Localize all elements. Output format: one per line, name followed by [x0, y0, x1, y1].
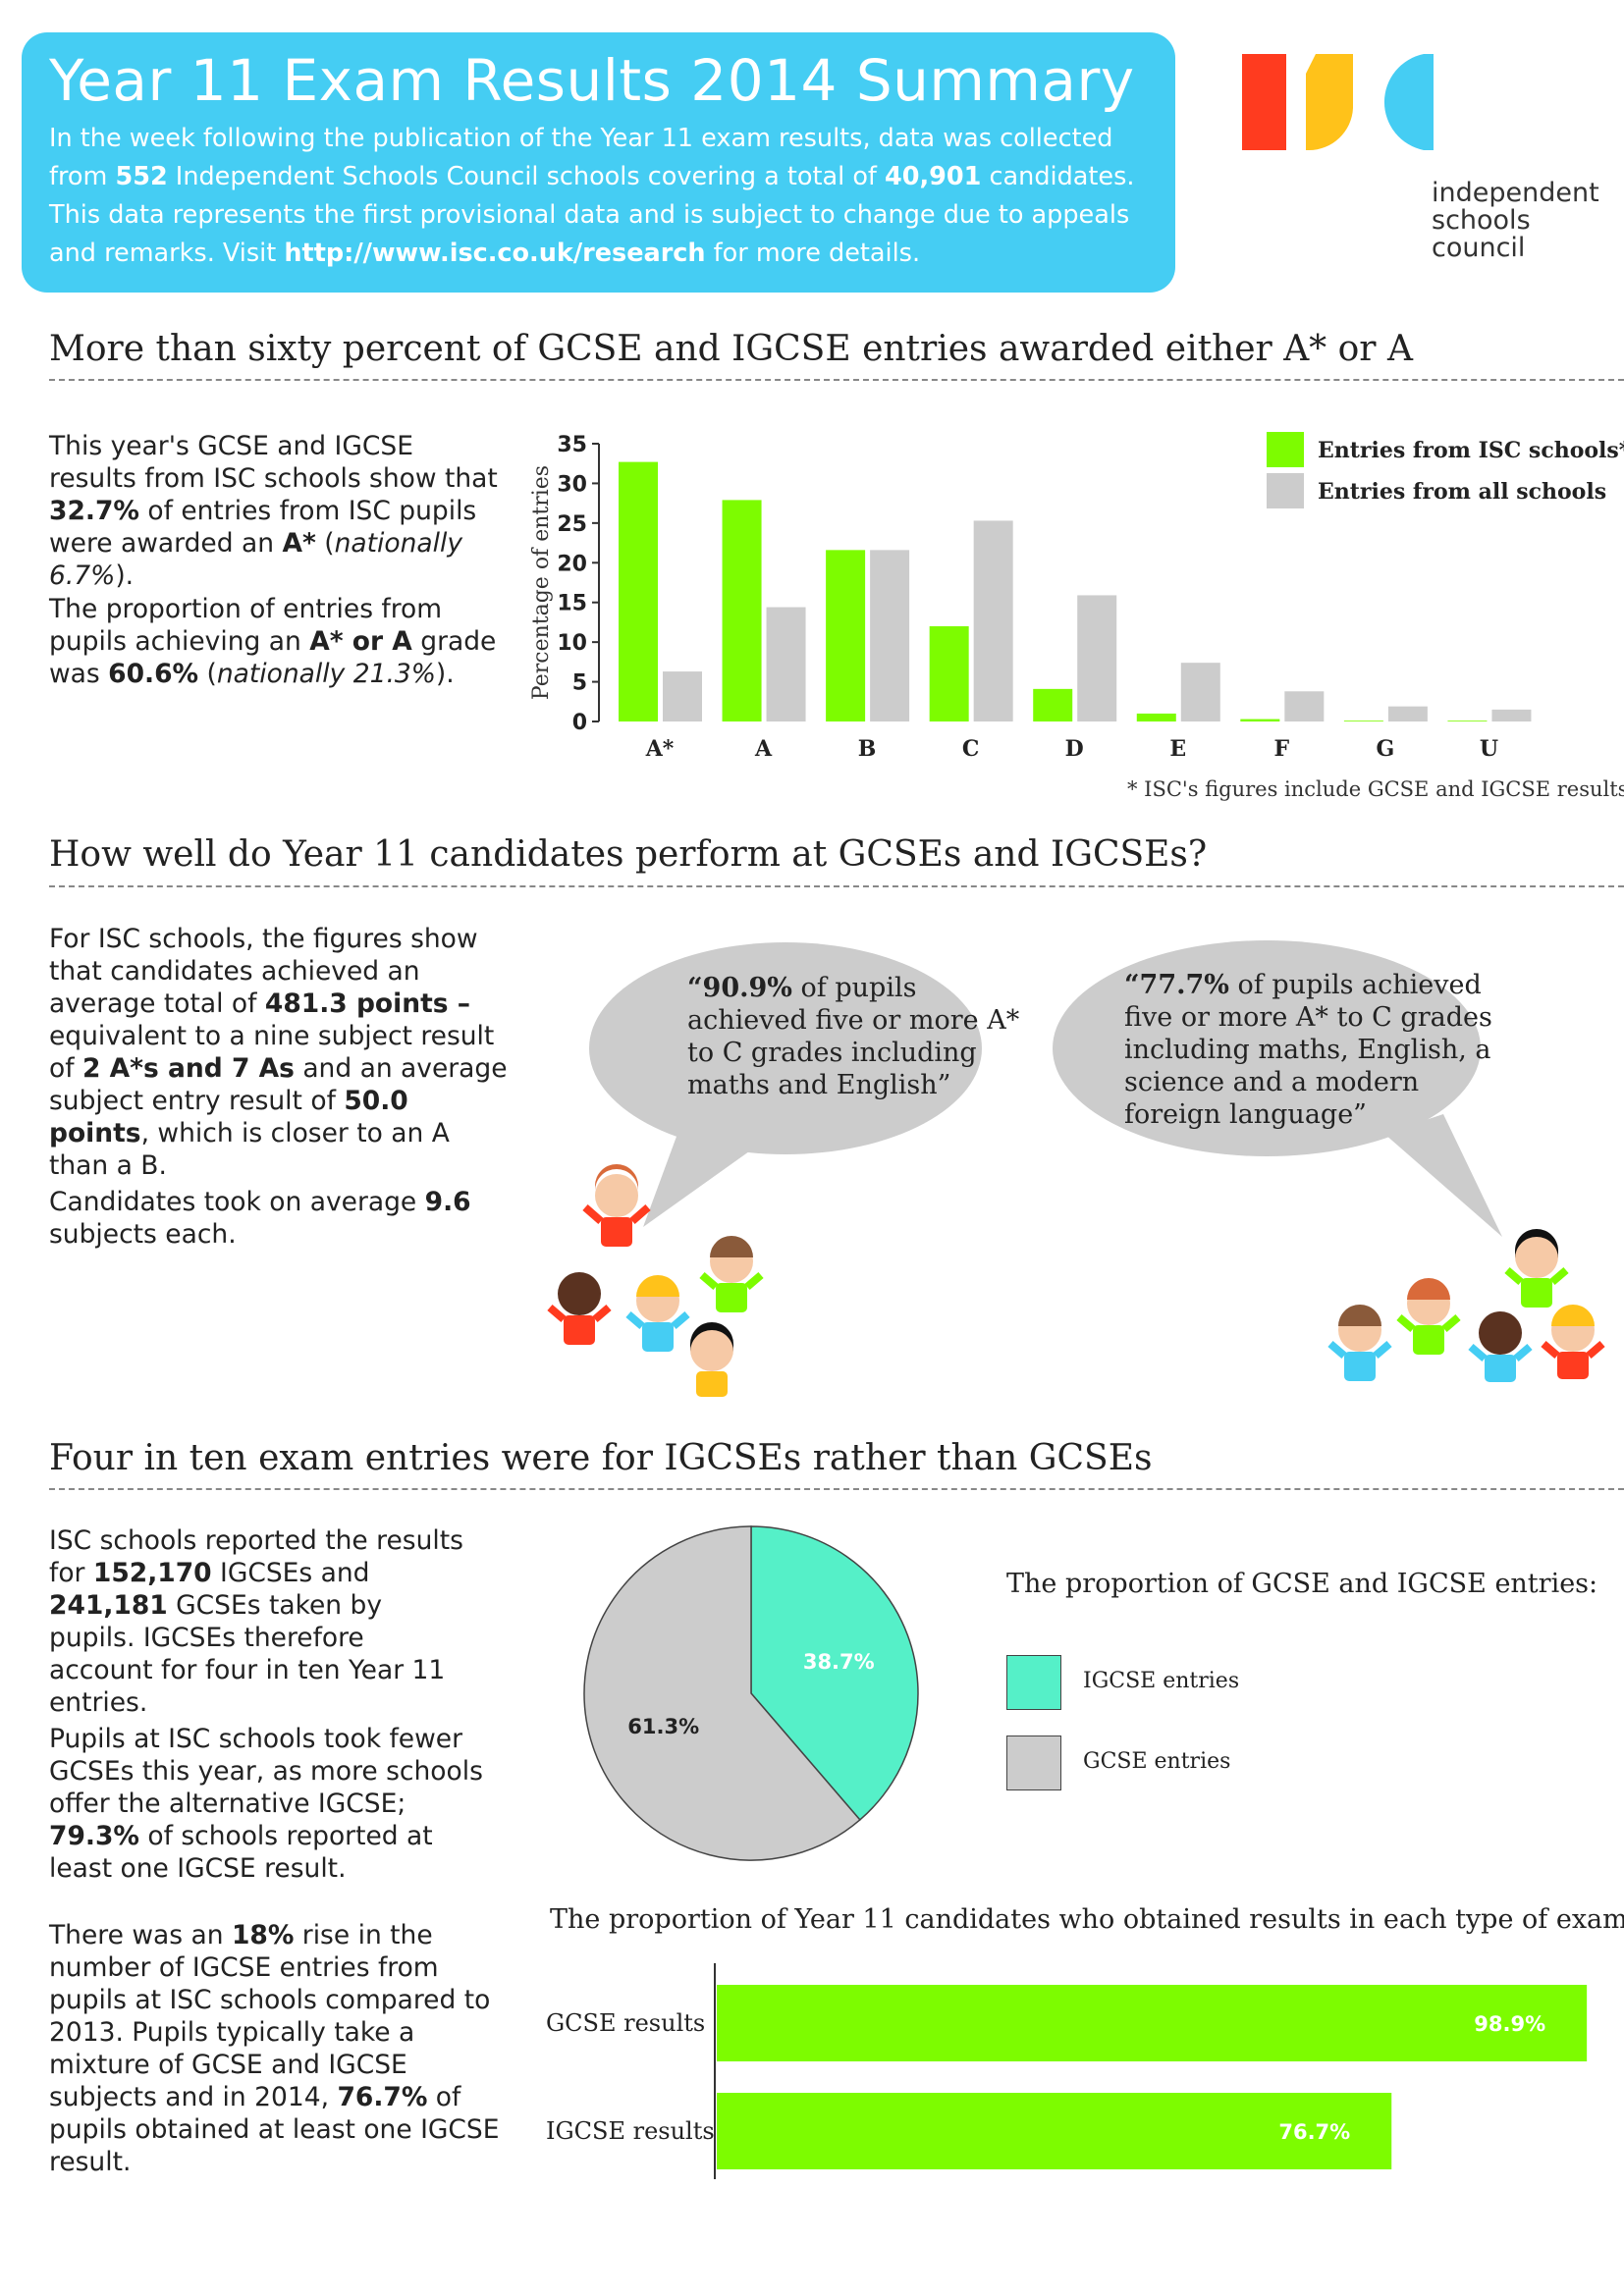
bar-all: [1284, 691, 1325, 721]
kid-figure-right-4: [1468, 1311, 1533, 1382]
section2-title: How well do Year 11 candidates perform a…: [49, 834, 1208, 875]
y-tick-label: 30: [557, 472, 587, 497]
bar-all: [1387, 706, 1428, 721]
kid-figure-left-5: [690, 1322, 733, 1397]
legend-label-gcse: GCSE entries: [1083, 1749, 1231, 1774]
y-tick-label: 35: [557, 433, 587, 457]
section1-paragraph-2: The proportion of entries from pupils ac…: [49, 594, 497, 689]
y-axis-label: Percentage of entries: [529, 465, 554, 700]
logo-wordmark: independent schools council: [1432, 178, 1599, 263]
logo-yellow-shape: [1306, 54, 1353, 151]
bar-all: [1077, 595, 1117, 721]
x-tick-label: U: [1480, 736, 1498, 762]
y-tick-label: 5: [572, 671, 587, 696]
legend-swatch: [1267, 432, 1304, 467]
bar-all: [766, 607, 806, 721]
kid-figure-right-1: [1504, 1229, 1569, 1308]
section2-paragraph-2: Candidates took on average 9.6 subjects …: [49, 1187, 471, 1250]
legend-label: Entries from ISC schools*: [1318, 438, 1624, 463]
bar-all: [1491, 709, 1532, 721]
candidates-bar-chart: GCSE results 98.9% IGCSE results 76.7%: [546, 1963, 1588, 2179]
legend-label-igcse: IGCSE entries: [1083, 1669, 1240, 1693]
bar-all: [870, 550, 910, 721]
section3-divider: [49, 1488, 1624, 1490]
header-banner: [22, 32, 1175, 293]
section2-paragraph-1: For ISC schools, the figures show that c…: [49, 924, 508, 1181]
legend-label: Entries from all schools: [1318, 479, 1606, 505]
pie-chart-title: The proportion of GCSE and IGCSE entries…: [1006, 1569, 1598, 1599]
x-tick-label: G: [1376, 736, 1394, 762]
logo-blue-shape: [1383, 54, 1434, 150]
kid-figure-left-1: [582, 1164, 651, 1247]
header-description: In the week following the publication of…: [49, 124, 1135, 268]
hbar-category-label: GCSE results: [546, 2009, 705, 2037]
chart-footnote: * ISC's figures include GCSE and IGCSE r…: [1127, 777, 1624, 801]
section1-divider: [49, 379, 1624, 381]
x-tick-label: C: [962, 736, 980, 762]
speech-bubbles-illustration: [547, 940, 1605, 1397]
hbar-value-label: 76.7%: [1278, 2120, 1350, 2144]
y-tick-label: 0: [572, 711, 587, 735]
hbar-category-label: IGCSE results: [546, 2117, 715, 2145]
pie-slice: [583, 1525, 861, 1861]
pie-slice-label: 38.7%: [803, 1650, 875, 1674]
kid-figure-left-3: [625, 1275, 690, 1352]
bar-isc: [1240, 719, 1280, 721]
bar-all: [973, 520, 1013, 721]
section3-paragraph-1: ISC schools reported the results for 152…: [49, 1525, 463, 1718]
section3-paragraph-3: There was an 18% rise in the number of I…: [49, 1920, 500, 2177]
bar-isc: [1033, 688, 1073, 721]
section1-paragraph-1: This year's GCSE and IGCSE results from …: [49, 431, 498, 591]
legend-swatch-gcse: [1006, 1735, 1061, 1790]
section3-title: Four in ten exam entries were for IGCSEs…: [49, 1438, 1153, 1478]
section2-divider: [49, 885, 1624, 887]
y-tick-label: 15: [557, 592, 587, 616]
kid-figure-right-5: [1541, 1305, 1605, 1379]
pie-slice-label: 61.3%: [627, 1715, 699, 1738]
speech-bubble-1-text: “90.9% of pupils achieved five or more A…: [687, 973, 1020, 1100]
entries-pie-chart: 38.7% 61.3%: [583, 1525, 919, 1861]
kid-figure-left-2: [547, 1272, 612, 1345]
x-tick-label: B: [858, 736, 877, 762]
bar-all: [663, 671, 702, 721]
bar-isc: [826, 550, 866, 721]
section1-title: More than sixty percent of GCSE and IGCS…: [49, 329, 1413, 369]
speech-bubble-2: [1053, 940, 1481, 1156]
section3-paragraph-2: Pupils at ISC schools took fewer GCSEs t…: [49, 1724, 483, 1884]
bar-isc: [929, 625, 969, 721]
hbar-value-label: 98.9%: [1474, 2012, 1545, 2036]
x-tick-label: A*: [645, 736, 675, 762]
speech-bubble-2-text: “77.7% of pupils achieved five or more A…: [1124, 970, 1492, 1130]
kid-figure-left-4: [699, 1236, 764, 1312]
x-tick-label: D: [1065, 736, 1084, 762]
hbar: [717, 1985, 1588, 2061]
speech-bubble-1: [589, 942, 982, 1154]
bar-isc: [722, 500, 762, 721]
logo-red-bar: [1242, 54, 1286, 150]
x-tick-label: F: [1274, 736, 1290, 762]
kid-figure-right-3: [1396, 1278, 1461, 1355]
y-tick-label: 10: [557, 631, 587, 656]
bar-isc: [1136, 713, 1176, 721]
bar-isc: [619, 461, 658, 721]
isc-logo: [1237, 54, 1434, 152]
page-title: Year 11 Exam Results 2014 Summary: [49, 47, 1135, 114]
isc-logo-mark: [1242, 54, 1434, 151]
kid-figure-right-2: [1327, 1305, 1392, 1381]
x-tick-label: E: [1169, 736, 1186, 762]
speech-bubble-1-tail: [643, 1134, 756, 1227]
hbar: [717, 2093, 1392, 2169]
bar-all: [1180, 663, 1220, 721]
legend-swatch-igcse: [1006, 1655, 1061, 1710]
research-link[interactable]: http://www.isc.co.uk/research: [284, 239, 706, 268]
candidates-chart-title: The proportion of Year 11 candidates who…: [550, 1904, 1624, 1935]
y-tick-label: 25: [557, 512, 587, 537]
speech-bubble-2-tail: [1384, 1114, 1502, 1237]
y-tick-label: 20: [557, 552, 587, 576]
pie-slice: [750, 1525, 919, 1821]
x-tick-label: A: [754, 736, 773, 762]
legend-swatch: [1267, 473, 1304, 508]
